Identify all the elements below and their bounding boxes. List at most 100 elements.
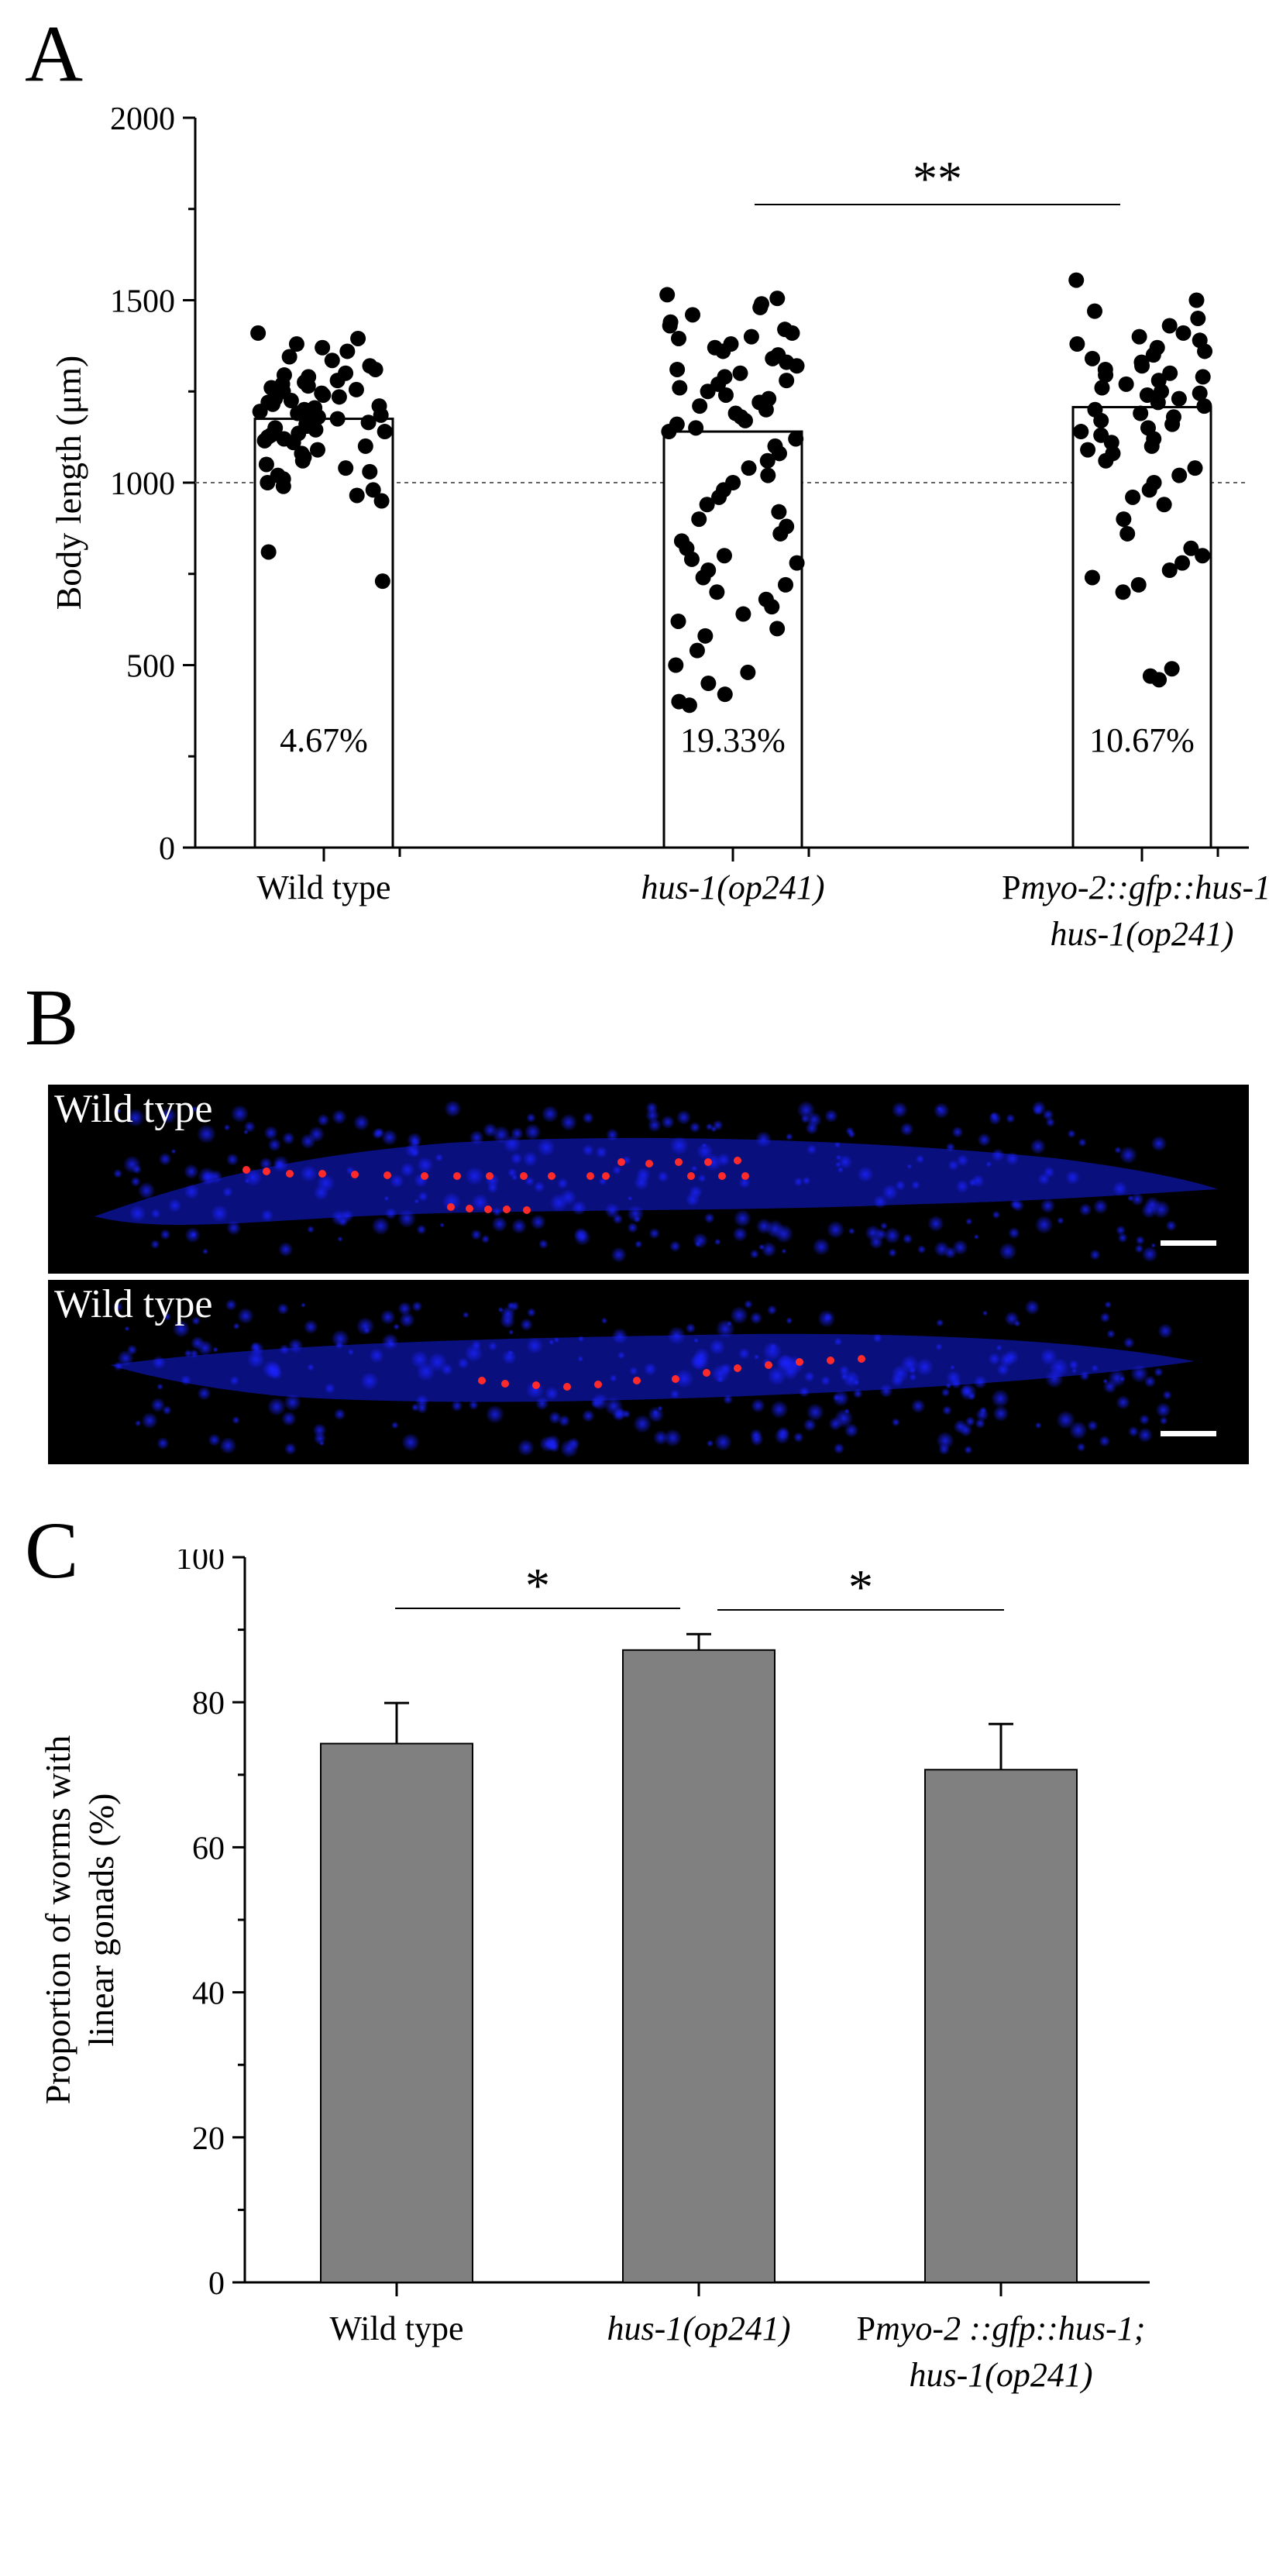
nucleus-speck (955, 1180, 969, 1193)
bar (924, 1769, 1078, 2283)
data-point (788, 431, 804, 447)
nucleus-speck (520, 1318, 533, 1331)
nucleus-speck (384, 1207, 397, 1219)
nucleus-speck (277, 1303, 289, 1315)
nucleus-speck (891, 1418, 900, 1427)
data-point (1119, 525, 1136, 542)
germ-cell-marker (523, 1206, 531, 1214)
y-tick-label: 60 (192, 1831, 225, 1866)
data-point (1068, 272, 1085, 288)
nucleus-speck (1035, 1216, 1053, 1234)
data-point (760, 467, 776, 483)
nucleus-speck (840, 1372, 848, 1381)
panel-a-letter: A (25, 9, 84, 98)
nucleus-speck (937, 1106, 942, 1112)
nucleus-speck (507, 1350, 514, 1356)
nucleus-speck (509, 1301, 520, 1312)
nucleus-speck (629, 1367, 638, 1375)
data-point (281, 349, 297, 365)
nucleus-speck (492, 1207, 502, 1217)
nucleus-speck (844, 1423, 858, 1438)
data-point (1187, 460, 1203, 476)
nucleus-speck (582, 1112, 594, 1124)
nucleus-speck (676, 1110, 691, 1125)
nucleus-speck (892, 1102, 908, 1118)
nucleus-speck (279, 1344, 290, 1355)
y-tick-label: 2000 (110, 101, 175, 137)
data-point (265, 396, 281, 412)
data-point (1161, 562, 1178, 579)
nucleus-speck (975, 1418, 985, 1429)
nucleus-speck (956, 1154, 968, 1167)
nucleus-speck (488, 1341, 497, 1351)
nucleus-speck (633, 1415, 652, 1433)
nucleus-speck (471, 1340, 482, 1350)
nucleus-speck (985, 1161, 992, 1168)
nucleus-speck (411, 1350, 428, 1368)
nucleus-speck (1043, 1166, 1055, 1178)
nucleus-speck (229, 1376, 239, 1386)
data-point (285, 435, 301, 451)
micrograph-2-label: Wild type (54, 1282, 213, 1326)
nucleus-speck (334, 1408, 346, 1420)
bar (662, 430, 803, 849)
x-category-label: Pmyo-2::gfp::hus-1; (1002, 868, 1269, 906)
data-point (360, 414, 377, 431)
nucleus-speck (1137, 1427, 1153, 1443)
nucleus-speck (129, 1205, 146, 1222)
data-point (309, 442, 325, 458)
data-point (743, 328, 759, 345)
nucleus-speck (770, 1401, 789, 1419)
nucleus-speck (491, 1216, 507, 1232)
nucleus-speck (1006, 1113, 1016, 1123)
nucleus-speck (670, 1389, 680, 1399)
nucleus-speck (973, 1234, 979, 1240)
micrograph-2: Wild type (48, 1280, 1249, 1464)
nucleus-speck (243, 1130, 249, 1135)
nucleus-speck (469, 1130, 484, 1145)
nucleus-speck (753, 1353, 760, 1360)
nucleus-speck (150, 1209, 161, 1219)
nucleus-speck (470, 1229, 482, 1240)
data-point (683, 551, 700, 567)
germ-cell-marker (687, 1172, 695, 1180)
nucleus-speck (208, 1433, 221, 1446)
nucleus-speck (1078, 1203, 1092, 1216)
nucleus-speck (628, 1195, 633, 1201)
nucleus-speck (222, 1187, 233, 1198)
nucleus-speck (834, 1141, 841, 1148)
nucleus-speck (668, 1326, 686, 1345)
nucleus-speck (669, 1240, 681, 1252)
y-tick-label: 40 (192, 1976, 225, 2012)
data-point (1162, 365, 1178, 381)
germ-cell-marker (503, 1205, 511, 1213)
nucleus-speck (372, 1217, 390, 1235)
nucleus-speck (126, 1109, 145, 1127)
nucleus-speck (312, 1423, 327, 1437)
nucleus-speck (369, 1348, 384, 1363)
nucleus-speck (542, 1106, 559, 1123)
nucleus-speck (1008, 1227, 1020, 1239)
germ-cell-marker (453, 1172, 461, 1180)
data-point (1192, 385, 1208, 401)
nucleus-speck (184, 1227, 201, 1243)
data-point (1190, 311, 1206, 327)
nucleus-speck (331, 1209, 347, 1226)
germ-cell-marker (718, 1172, 726, 1180)
nucleus-speck (952, 1240, 968, 1255)
y-axis-label: Proportion of worms with linear gonads (%… (38, 1735, 121, 2105)
germ-cell-marker (484, 1205, 492, 1213)
nucleus-speck (416, 1402, 428, 1414)
nucleus-speck (411, 1301, 423, 1312)
data-point (1164, 416, 1181, 432)
nucleus-speck (1024, 1300, 1040, 1315)
data-point (357, 438, 373, 454)
nucleus-speck (393, 1323, 400, 1330)
nucleus-speck (991, 1148, 1005, 1162)
nucleus-speck (1130, 1192, 1144, 1206)
nucleus-speck (942, 1405, 952, 1415)
nucleus-speck (263, 1126, 278, 1140)
nucleus-speck (435, 1154, 443, 1162)
data-point (288, 336, 304, 353)
nucleus-speck (518, 1439, 535, 1457)
